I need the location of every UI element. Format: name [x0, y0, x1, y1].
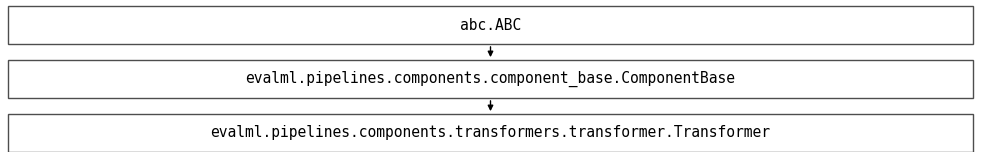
Text: abc.ABC: abc.ABC: [460, 17, 521, 33]
Text: evalml.pipelines.components.transformers.transformer.Transformer: evalml.pipelines.components.transformers…: [211, 126, 770, 140]
Bar: [8, 114, 973, 152]
Bar: [8, 6, 973, 44]
Bar: [8, 60, 973, 98]
Text: evalml.pipelines.components.component_base.ComponentBase: evalml.pipelines.components.component_ba…: [245, 71, 736, 87]
